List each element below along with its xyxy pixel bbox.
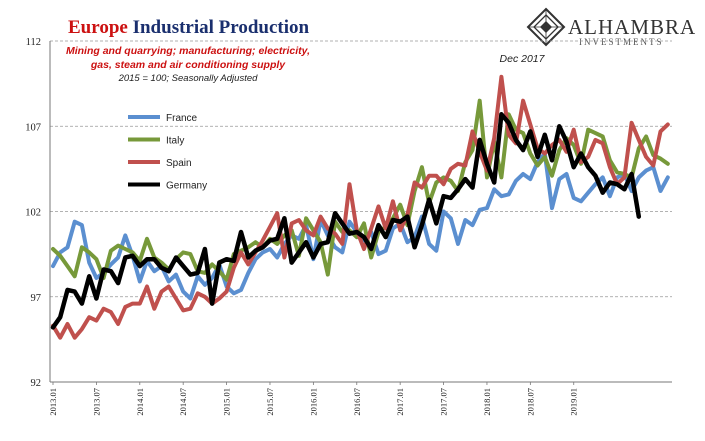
x-tick-label: 2016.01 (308, 388, 318, 416)
x-tick-label: 2014.01 (135, 388, 145, 416)
y-tick-label: 107 (25, 122, 41, 133)
x-tick-label: 2018.07 (525, 388, 535, 416)
x-tick-label: 2013.01 (48, 388, 58, 416)
x-axis-ticks: 2013.01 2013.07 2014.01 2014.07 2015.01 2015.… (48, 382, 579, 416)
x-tick-label: 2016.07 (352, 388, 362, 416)
chart-title: Europe Industrial Production (68, 17, 310, 38)
legend-label-germany: Germany (166, 181, 207, 192)
alhambra-logo: ALHAMBRA INVESTMENTS (526, 7, 696, 47)
chart-subtitle-line1: Mining and quarrying; manufacturing; ele… (66, 45, 310, 57)
grid (49, 40, 672, 383)
annotation-dec-2017: Dec 2017 (500, 53, 546, 65)
x-tick-label: 2019.01 (569, 388, 579, 416)
x-tick-label: 2014.07 (178, 388, 188, 416)
series-line-germany (50, 112, 642, 330)
x-tick-label: 2015.01 (222, 388, 232, 416)
y-tick-label: 92 (31, 378, 42, 389)
chart-subtitle-line2: gas, steam and air conditioning supply (90, 59, 286, 71)
title-rest: Industrial Production (128, 17, 310, 38)
y-tick-label: 97 (31, 293, 42, 304)
y-tick-label: 112 (26, 37, 41, 48)
y-axis-ticks: 92 97 102 107 112 (25, 37, 41, 389)
logo-subtitle: INVESTMENTS (579, 37, 664, 47)
series-line-spain (51, 74, 670, 340)
chart-subtitle-line3: 2015 = 100; Seasonally Adjusted (118, 73, 259, 84)
legend: France Italy Spain Germany (128, 113, 207, 192)
x-tick-label: 2015.07 (265, 388, 275, 416)
x-tick-label: 2018.01 (482, 388, 492, 416)
legend-label-france: France (166, 113, 198, 124)
x-tick-label: 2017.01 (395, 388, 405, 416)
logo-name: ALHAMBRA (568, 15, 696, 39)
series-lines (50, 74, 670, 340)
series-line-italy (51, 98, 670, 282)
x-tick-label: 2013.07 (91, 388, 101, 416)
y-tick-label: 102 (25, 208, 41, 219)
legend-label-spain: Spain (166, 158, 192, 169)
title-accent: Europe (68, 17, 128, 38)
diamond-logo-icon (526, 7, 566, 47)
x-tick-label: 2017.07 (439, 388, 449, 416)
legend-label-italy: Italy (166, 136, 184, 147)
